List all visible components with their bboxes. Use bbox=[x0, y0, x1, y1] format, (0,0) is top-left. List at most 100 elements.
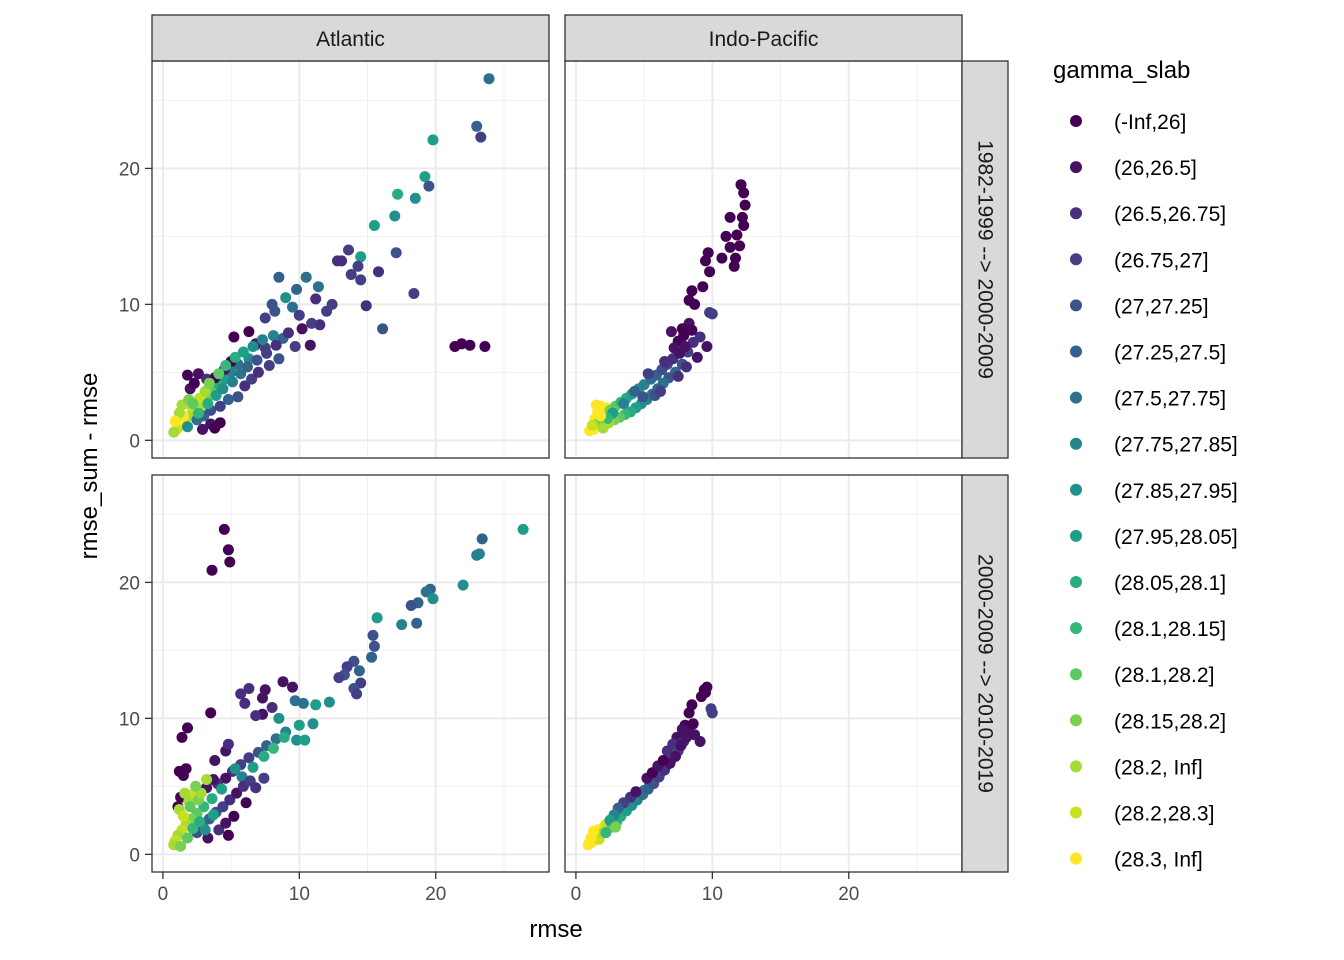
data-point bbox=[419, 171, 431, 183]
legend-label: (28.1,28.2] bbox=[1114, 664, 1214, 687]
x-tick-label: 20 bbox=[838, 884, 859, 905]
data-point bbox=[720, 230, 732, 242]
data-point bbox=[175, 840, 187, 852]
data-point bbox=[190, 780, 202, 792]
data-point bbox=[352, 260, 364, 272]
legend-swatch bbox=[1070, 253, 1082, 266]
data-point bbox=[704, 266, 716, 278]
legend-label: (27.75,27.85] bbox=[1114, 434, 1238, 457]
data-point bbox=[210, 390, 222, 401]
y-tick-label: 10 bbox=[119, 295, 140, 316]
legend-item: (28.05,28.1] bbox=[1070, 572, 1226, 595]
legend-label: (-Inf,26] bbox=[1114, 111, 1186, 134]
data-point bbox=[730, 252, 741, 264]
data-point bbox=[307, 718, 319, 730]
data-point bbox=[630, 786, 642, 798]
data-point bbox=[408, 288, 420, 299]
legend-item: (27.95,28.05] bbox=[1070, 526, 1238, 549]
data-point bbox=[222, 738, 234, 750]
legend-swatch bbox=[1070, 437, 1082, 450]
data-point bbox=[205, 707, 217, 719]
data-point bbox=[392, 188, 404, 200]
data-point bbox=[206, 564, 218, 576]
data-point bbox=[405, 600, 417, 611]
data-point bbox=[689, 298, 701, 310]
legend-swatch bbox=[1070, 299, 1082, 312]
data-point bbox=[600, 827, 612, 839]
data-point bbox=[701, 341, 713, 352]
data-point bbox=[250, 710, 262, 722]
legend-label: (28.15,28.2] bbox=[1114, 710, 1226, 733]
data-point bbox=[182, 722, 193, 734]
axes-layer: 0 10 20 0 10 20 0 10 20 0 10 20 bbox=[119, 159, 859, 905]
legend-swatch bbox=[1070, 345, 1082, 358]
legend-item: (26.5,26.75] bbox=[1070, 203, 1226, 226]
legend-label: (27.95,28.05] bbox=[1114, 526, 1238, 549]
data-point bbox=[687, 336, 699, 348]
data-point bbox=[247, 341, 259, 352]
y-tick-label: 0 bbox=[129, 431, 140, 452]
data-point bbox=[409, 192, 421, 204]
data-point bbox=[273, 271, 285, 283]
data-point bbox=[267, 330, 279, 342]
data-point bbox=[355, 274, 367, 286]
data-point bbox=[310, 699, 322, 711]
data-point bbox=[476, 533, 488, 545]
data-point bbox=[235, 688, 247, 700]
legend-item: (26.75,27] bbox=[1070, 249, 1209, 272]
data-point bbox=[270, 733, 282, 745]
legend-item: (27.75,27.85] bbox=[1070, 434, 1238, 457]
data-point bbox=[411, 617, 423, 629]
y-tick-label: 20 bbox=[119, 159, 140, 180]
panel-1-0 bbox=[564, 60, 963, 459]
data-point bbox=[457, 579, 469, 591]
data-point bbox=[207, 809, 219, 821]
data-point bbox=[243, 752, 255, 764]
data-point bbox=[310, 293, 322, 305]
data-point bbox=[224, 556, 236, 568]
data-point bbox=[231, 787, 243, 799]
data-point bbox=[700, 255, 711, 267]
data-point bbox=[217, 801, 229, 813]
x-tick-label: 10 bbox=[289, 884, 310, 905]
data-point bbox=[475, 131, 487, 143]
data-point bbox=[300, 271, 312, 283]
points-group bbox=[584, 179, 751, 437]
data-point bbox=[585, 832, 597, 844]
data-point bbox=[423, 180, 435, 192]
data-point bbox=[686, 285, 698, 297]
data-point bbox=[373, 266, 384, 278]
legend-swatch bbox=[1070, 115, 1082, 127]
data-point bbox=[213, 368, 225, 380]
data-point bbox=[678, 330, 690, 342]
data-point bbox=[479, 341, 491, 352]
legend-label: (27.5,27.75] bbox=[1114, 388, 1226, 411]
data-point bbox=[216, 783, 228, 795]
data-point bbox=[471, 120, 483, 132]
data-point bbox=[282, 327, 294, 339]
data-point bbox=[269, 305, 281, 317]
legend-swatch bbox=[1070, 714, 1082, 727]
data-point bbox=[232, 391, 244, 403]
data-point bbox=[280, 292, 292, 304]
data-point bbox=[228, 331, 240, 343]
data-point bbox=[227, 376, 238, 388]
data-point bbox=[396, 619, 408, 631]
data-point bbox=[368, 640, 380, 652]
data-point bbox=[213, 824, 225, 836]
data-point bbox=[332, 255, 343, 267]
data-point bbox=[218, 523, 230, 535]
data-point bbox=[456, 338, 468, 350]
data-point bbox=[427, 134, 439, 146]
data-point bbox=[734, 240, 746, 252]
data-point bbox=[199, 385, 211, 397]
data-point bbox=[224, 794, 236, 806]
data-point bbox=[222, 394, 234, 405]
data-point bbox=[273, 353, 285, 365]
legend-swatch bbox=[1070, 483, 1082, 496]
data-point bbox=[296, 323, 308, 335]
data-point bbox=[728, 260, 740, 272]
data-point bbox=[390, 247, 402, 259]
data-point bbox=[360, 300, 372, 312]
legend-label: (28.3, Inf] bbox=[1114, 849, 1203, 872]
